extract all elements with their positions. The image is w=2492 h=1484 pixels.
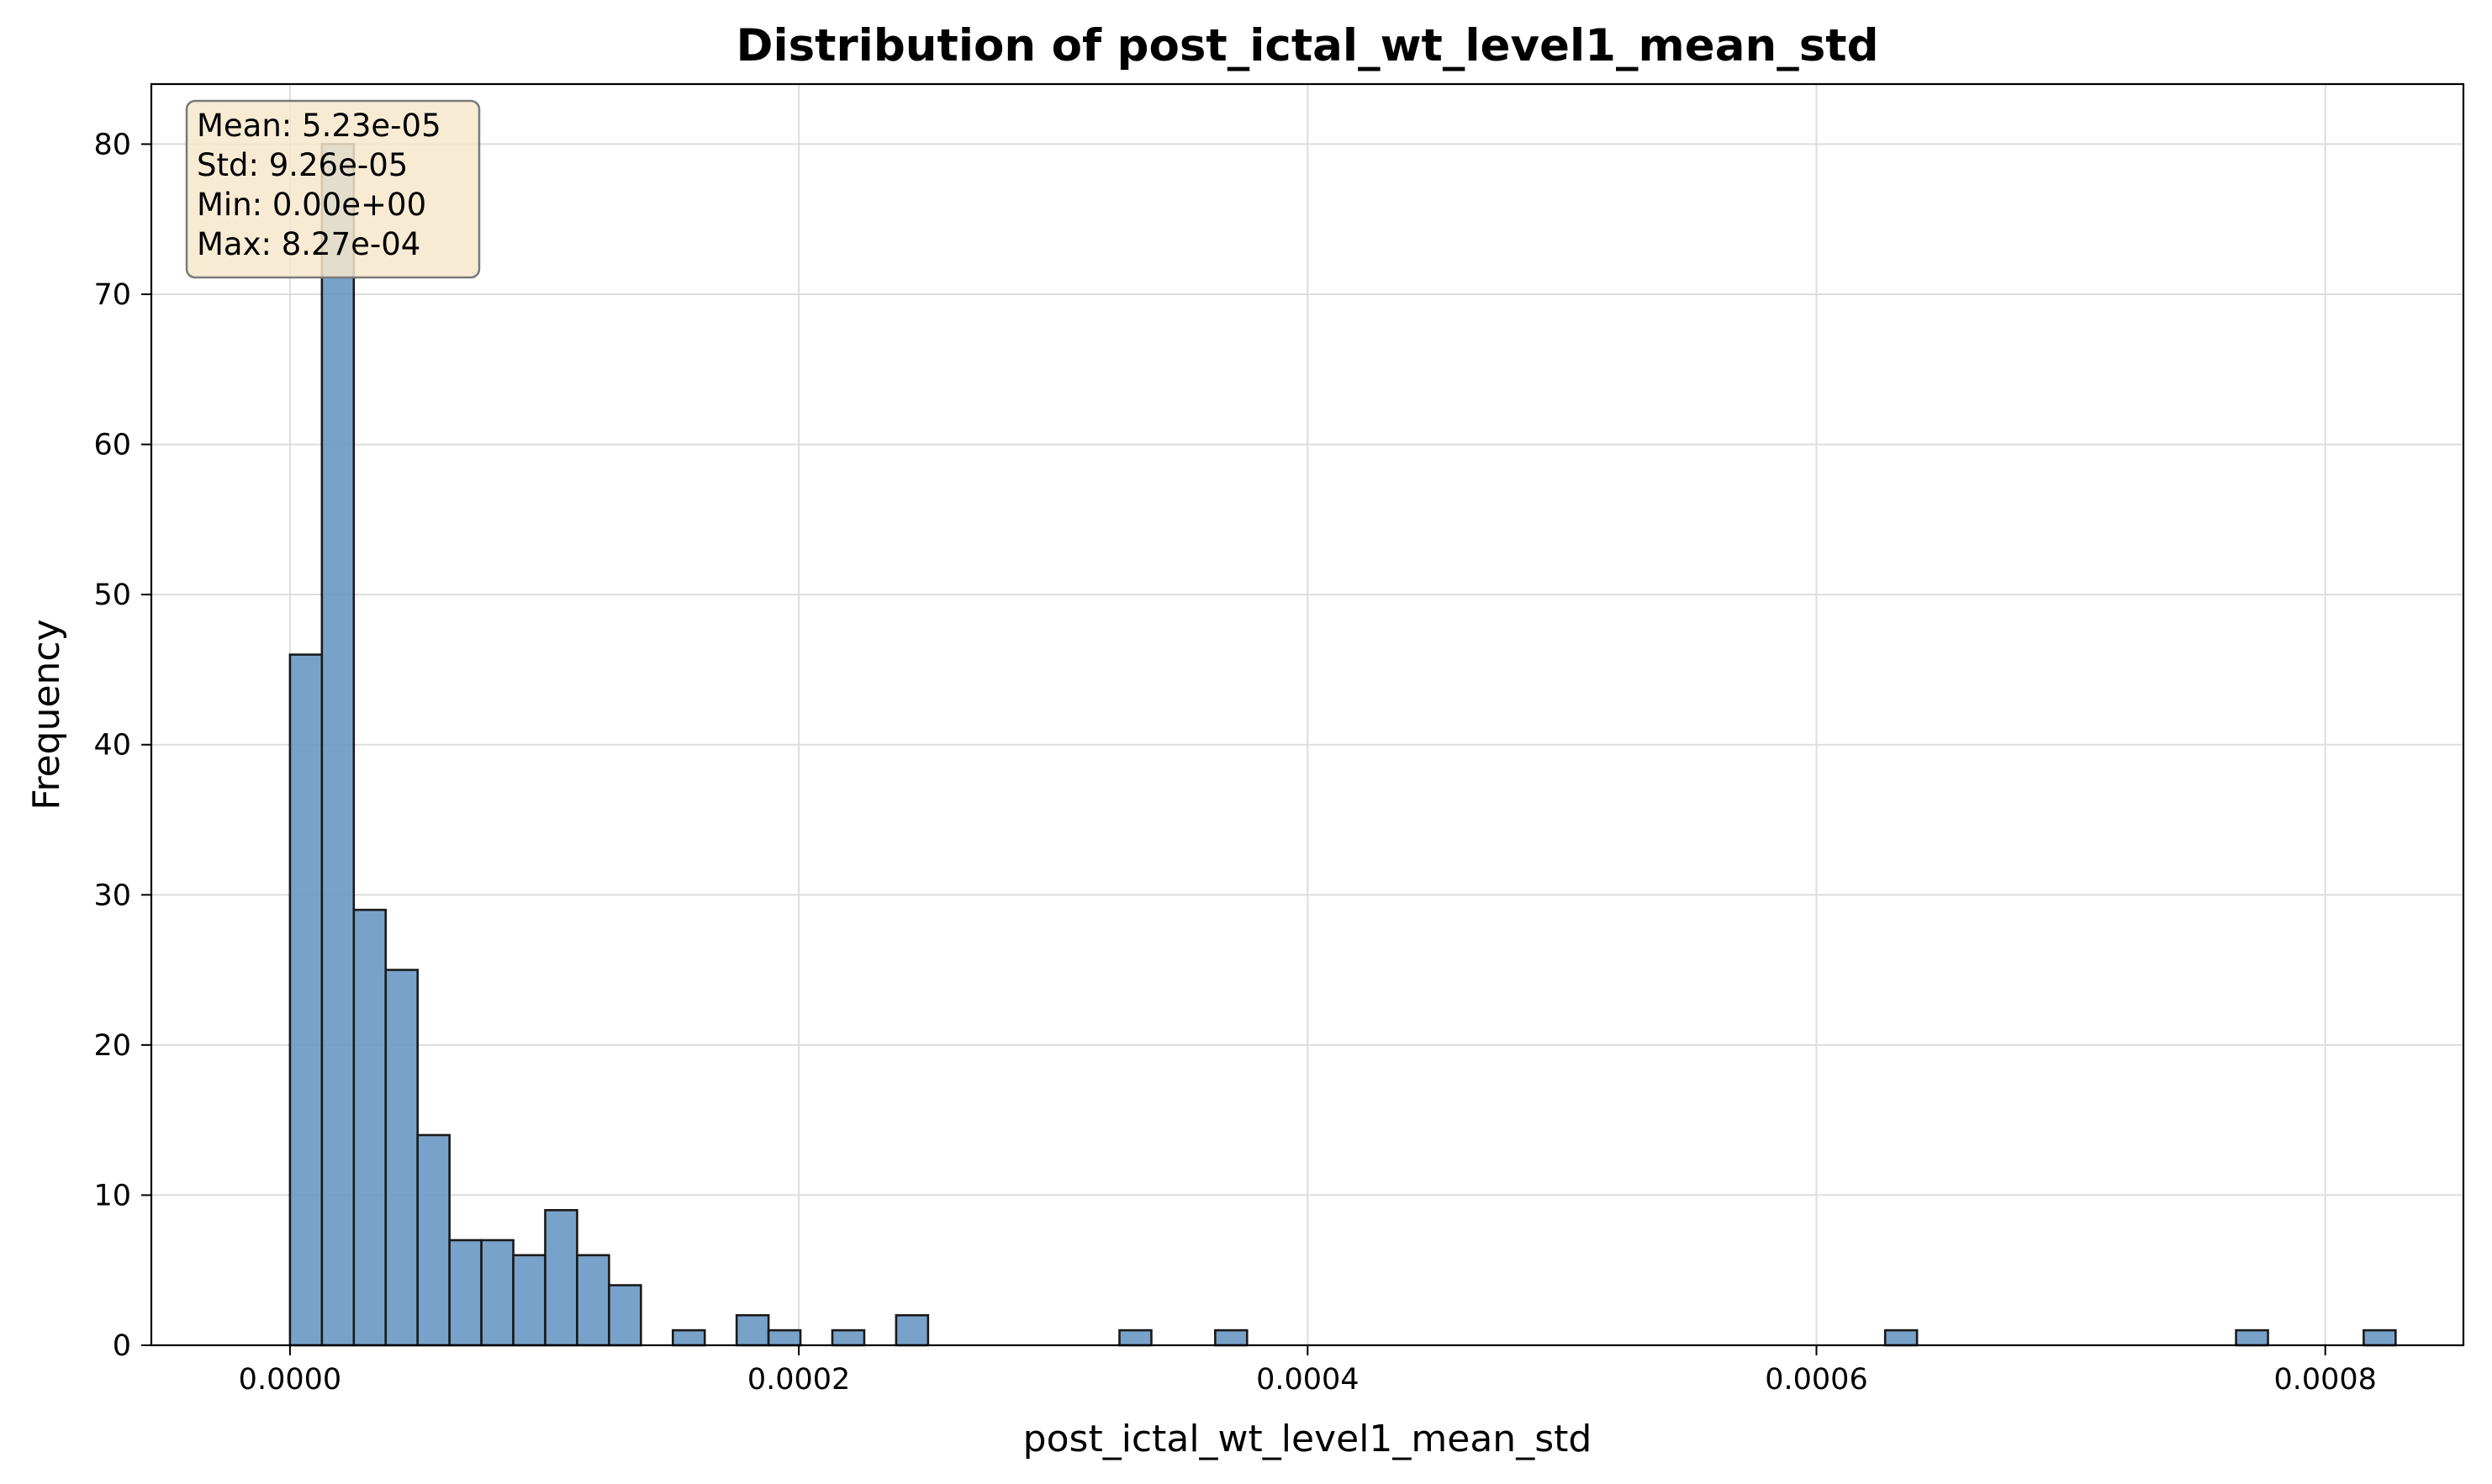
x-axis-label: post_ictal_wt_level1_mean_std — [1023, 1418, 1592, 1460]
histogram-bar — [1214, 1328, 1249, 1347]
stats-box-background — [185, 99, 481, 279]
histogram-bar — [544, 1208, 578, 1347]
histogram-bar — [416, 1133, 451, 1347]
stats-max: Max: 8.27e-04 — [197, 226, 420, 262]
y-tick-label: 40 — [93, 729, 131, 763]
histogram-bar — [576, 1254, 610, 1347]
histogram-bar — [2235, 1328, 2269, 1347]
histogram-bar — [1883, 1328, 1919, 1347]
y-axis-label: Frequency — [25, 619, 68, 810]
x-tick-label: 0.0002 — [747, 1363, 850, 1397]
histogram-bar — [735, 1313, 770, 1347]
histogram-bar — [512, 1254, 546, 1347]
stats-mean: Mean: 5.23e-05 — [197, 108, 441, 144]
y-tick-label: 20 — [93, 1029, 131, 1063]
y-tick-label: 70 — [93, 278, 131, 312]
grid-lines — [151, 84, 2463, 1346]
stats-std: Std: 9.26e-05 — [197, 147, 408, 183]
histogram-bar — [480, 1238, 515, 1347]
y-tick-label: 80 — [93, 128, 131, 161]
histogram-bar — [448, 1238, 483, 1347]
histogram-bar — [384, 969, 419, 1347]
histogram-bars — [288, 143, 2397, 1347]
x-tick-label: 0.0004 — [1256, 1363, 1359, 1397]
chart-title: Distribution of post_ictal_wt_level1_mea… — [736, 20, 1878, 71]
histogram-bar — [671, 1328, 706, 1347]
histogram-bar — [2363, 1328, 2397, 1347]
histogram-bar — [1118, 1328, 1153, 1347]
histogram-bar — [831, 1328, 866, 1347]
stats-min: Min: 0.00e+00 — [197, 187, 426, 223]
histogram-bar — [608, 1284, 642, 1347]
y-tick-label: 50 — [93, 578, 131, 612]
histogram-bar — [352, 908, 388, 1347]
y-tick-label: 30 — [93, 879, 131, 912]
axis-ticks: 0.0000 0.0002 0.0004 0.0006 0.0008 0 10 20 30 40 5… — [93, 128, 2376, 1397]
histogram-bar — [767, 1328, 802, 1347]
histogram-bar — [895, 1313, 930, 1347]
y-tick-label: 10 — [93, 1179, 131, 1212]
histogram-bar — [320, 143, 356, 1347]
x-tick-label: 0.0008 — [2273, 1363, 2376, 1397]
histogram-bar — [288, 653, 324, 1347]
stats-box: Mean: 5.23e-05 Std: 9.26e-05 Min: 0.00e+… — [185, 99, 481, 279]
y-tick-label: 60 — [93, 429, 131, 462]
y-tick-label: 0 — [113, 1329, 131, 1363]
x-tick-label: 0.0000 — [239, 1363, 341, 1397]
x-tick-label: 0.0006 — [1765, 1363, 1867, 1397]
